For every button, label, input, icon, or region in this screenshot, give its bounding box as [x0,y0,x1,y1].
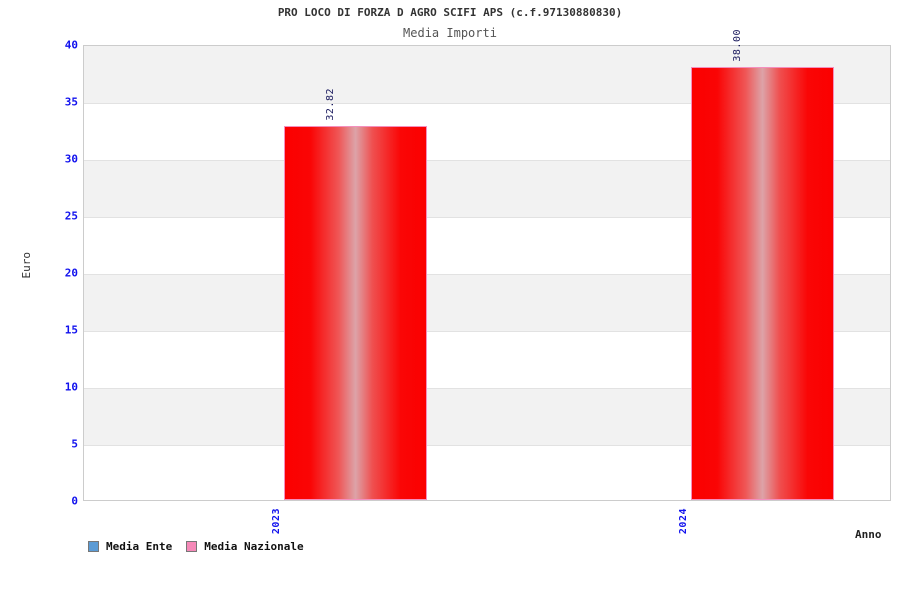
y-tick-25: 25 [64,209,78,223]
gridline-15 [84,331,890,332]
y-tick-20: 20 [64,266,78,280]
y-tick-5: 5 [71,437,78,451]
plot-area [83,45,891,501]
chart-title: PRO LOCO DI FORZA D AGRO SCIFI APS (c.f.… [277,6,623,19]
y-tick-15: 15 [64,323,78,337]
gridline-10 [84,388,890,389]
bar-value-label-2024: 38.00 [732,29,743,62]
bar-value-label-2023: 32.82 [325,88,336,121]
gridline-20 [84,274,890,275]
y-axis-label: Euro [20,252,33,279]
legend-item-media-ente[interactable]: Media Ente [88,540,172,553]
y-tick-40: 40 [64,38,78,52]
bar-2023[interactable] [284,126,427,500]
gridline-35 [84,103,890,104]
y-tick-10: 10 [64,380,78,394]
legend-item-media-nazionale[interactable]: Media Nazionale [186,540,304,553]
legend-swatch-media-nazionale [186,541,198,552]
y-tick-0: 0 [71,494,78,508]
y-axis: 40 35 30 25 20 15 10 5 0 [30,39,78,508]
gridline-25 [84,217,890,218]
x-tick-2024: 2024 [678,508,689,535]
chart-legend: Media Ente Media Nazionale [88,540,304,553]
gridline-30 [84,160,890,161]
y-tick-30: 30 [64,152,78,166]
legend-swatch-media-ente [88,541,99,552]
x-tick-2023: 2023 [271,508,282,535]
y-tick-35: 35 [64,95,78,109]
gridline-5 [84,445,890,446]
legend-label-media-ente: Media Ente [106,540,173,553]
x-axis-label: Anno [855,528,882,541]
chart-subtitle: Media Importi [403,26,497,40]
legend-label-media-nazionale: Media Nazionale [204,540,304,553]
bar-2024[interactable] [691,67,834,500]
